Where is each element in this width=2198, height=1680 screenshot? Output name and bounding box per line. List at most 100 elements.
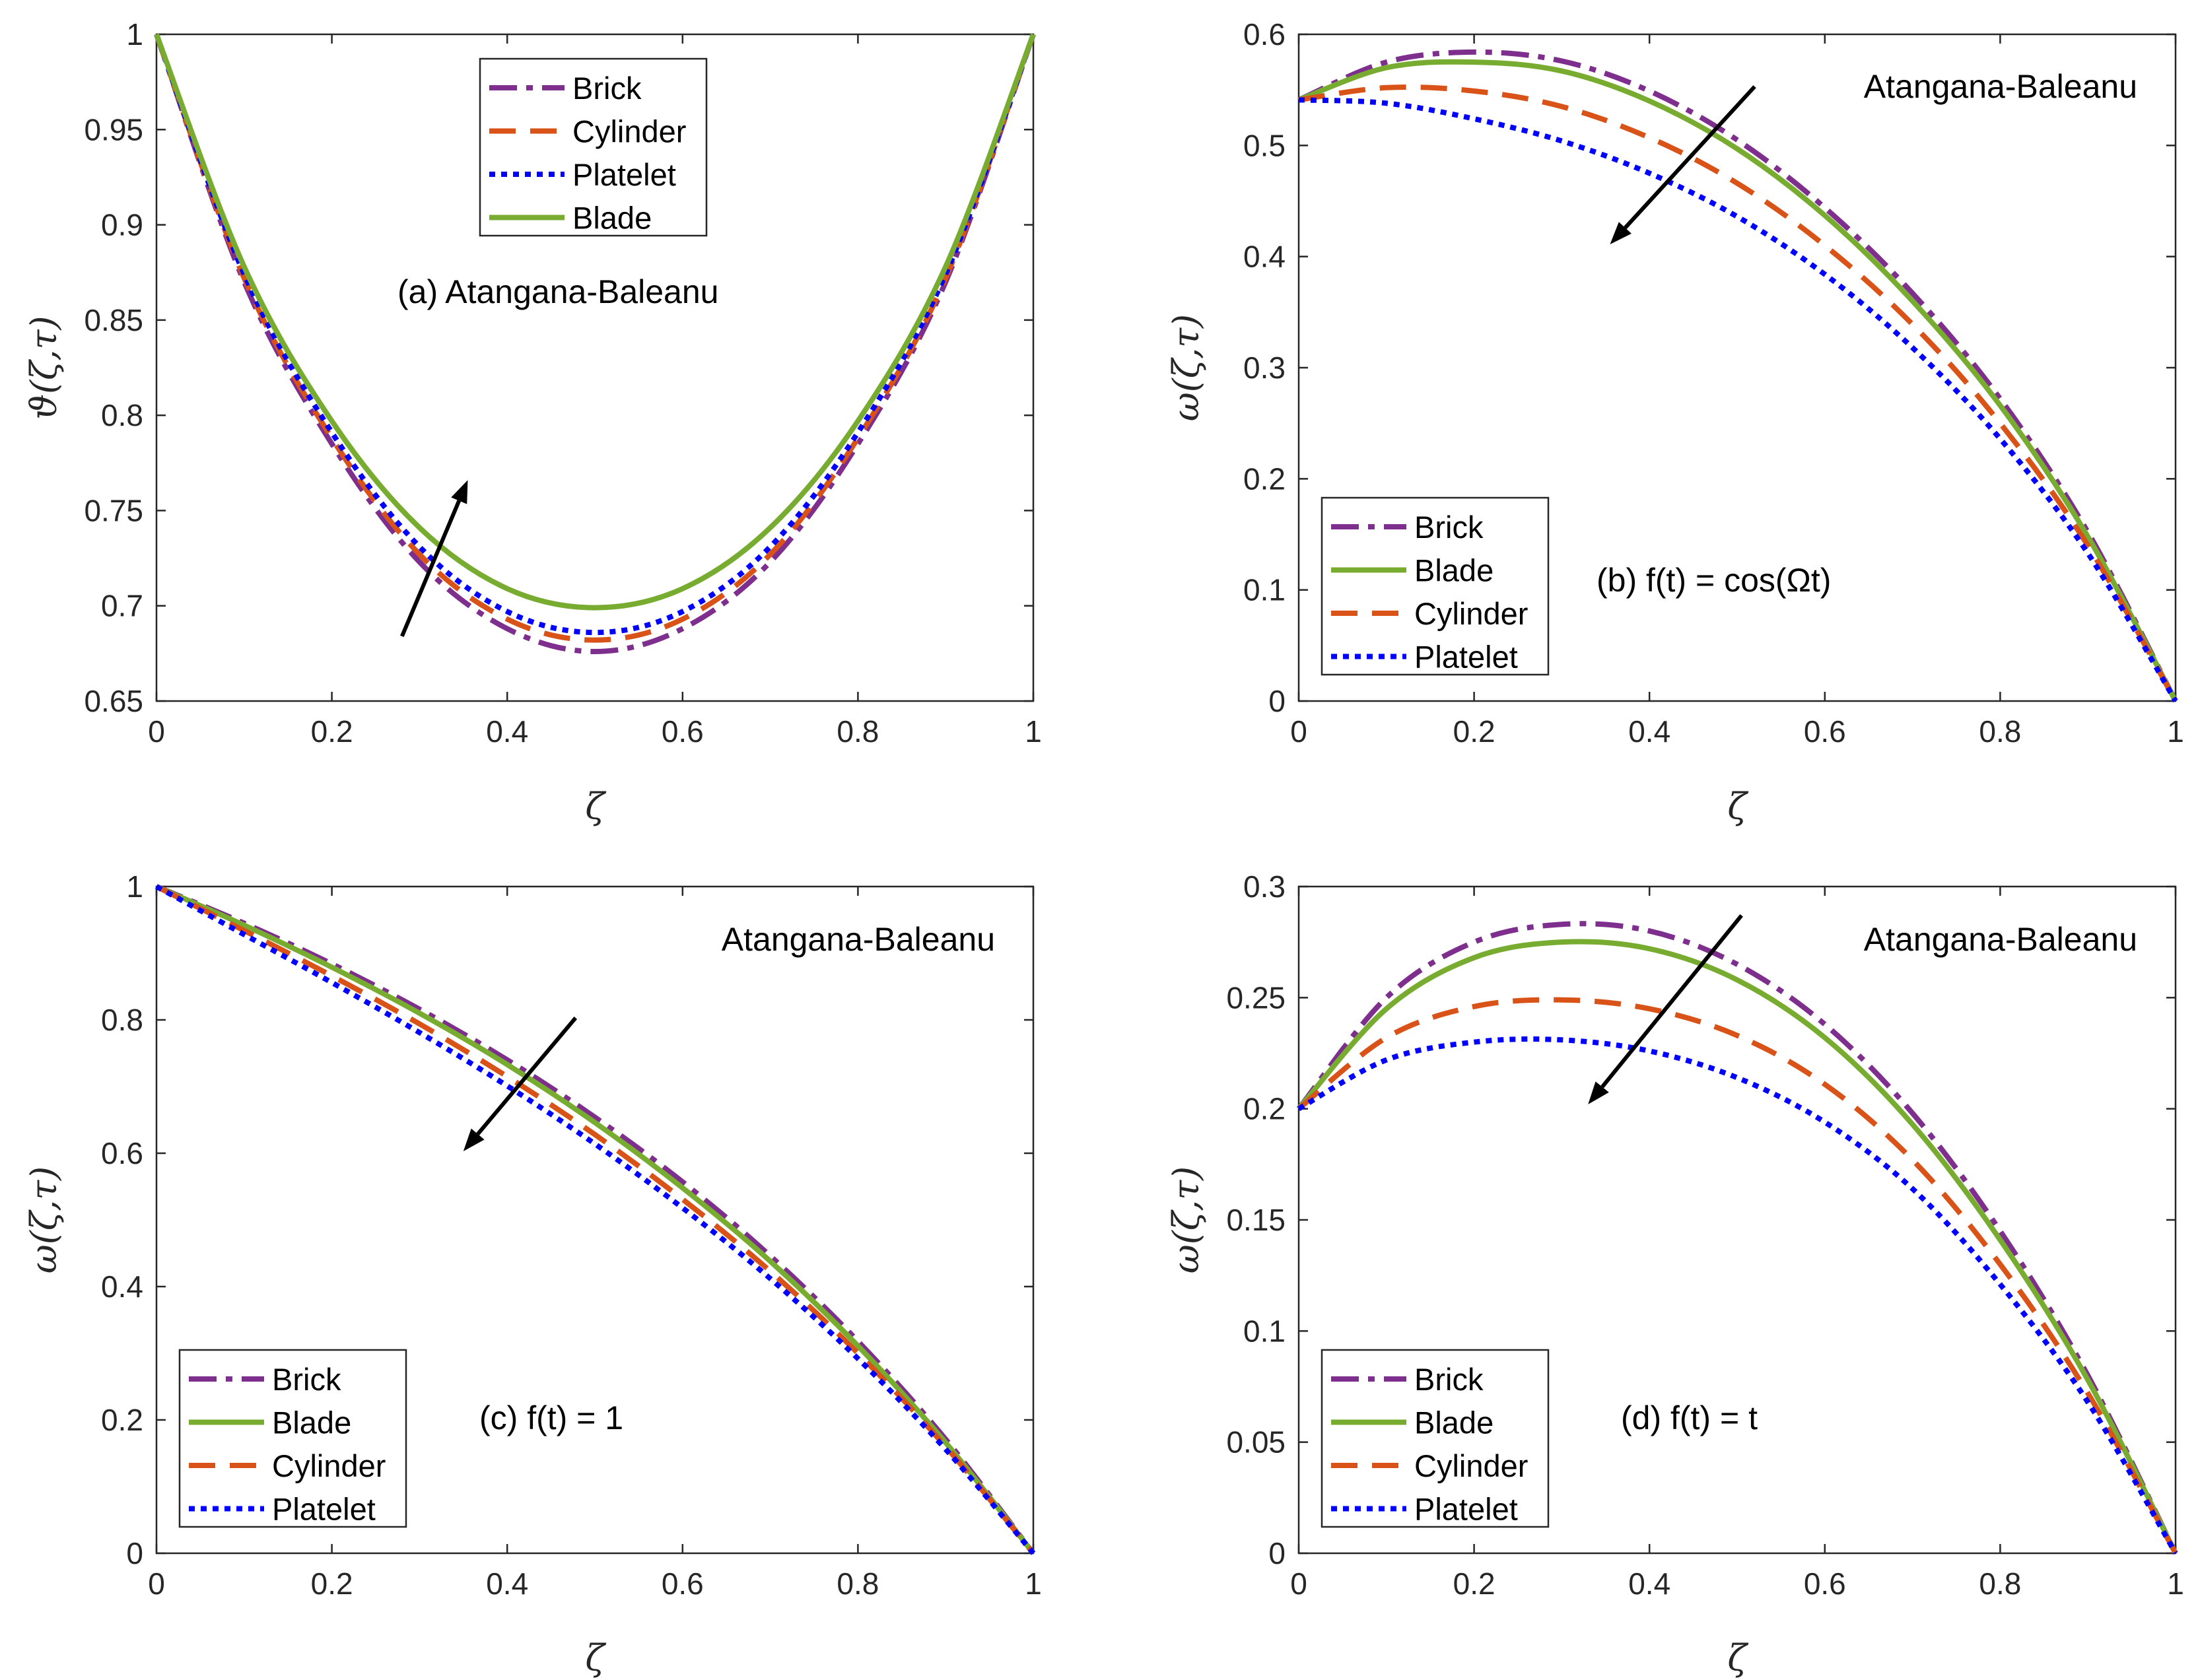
panel-b-y-tick-label: 0.4 [1243,240,1286,274]
panel-b-y-axis-label: ω(ζ,τ) [1165,314,1207,421]
panel-b-y-tick-label: 0.5 [1243,128,1286,162]
panel-a-x-tick-label: 0.6 [662,714,704,749]
panel-a-arrow-head [451,480,468,504]
panel-a-y-tick-label: 0.75 [84,493,143,527]
panel-b-series-platelet [1298,97,2178,703]
panel-d-y-tick-label: 0.25 [1226,980,1286,1015]
panel-b-x-tick-label: 0 [1290,714,1307,749]
panel-d-legend-label-blade: Blade [1414,1405,1494,1440]
panel-a-x-tick-label: 0.2 [311,714,353,749]
panel-d-x-tick-label: 0.4 [1628,1566,1670,1601]
panel-a-series-lines [154,33,1036,654]
panel-b-x-tick-label: 0.4 [1628,714,1670,749]
panel-c-y-tick-label: 0 [126,1536,143,1570]
panel-b-legend-label-blade: Blade [1414,553,1494,588]
panel-d-arrow-head [1588,1081,1609,1104]
panel-b-ticks: 0 0.2 0.4 0.6 0.8 1 0 0.1 0.2 0.3 0.4 0.5 0.6 [1243,17,2184,749]
panel-a-x-tick-label: 0.4 [486,714,528,749]
panel-d-legend-box [1321,1349,1550,1528]
panel-a-legend-box [479,57,708,237]
panel-b-y-tick-label: 0.6 [1243,17,1286,51]
panel-b-legend-label-brick: Brick [1414,510,1484,545]
panel-a-trend-arrow [400,480,468,638]
panel-d-trend-arrow [1588,914,1743,1104]
panel-a-legend-label-cylinder: Cylinder [572,114,686,149]
panel-d-x-tick-label: 0.8 [1979,1566,2021,1601]
panel-b-y-tick-label: 0.2 [1243,461,1286,496]
panel-a-arrow-shaft [400,500,462,638]
panel-b-legend-label-cylinder: Cylinder [1414,596,1528,631]
panel-a-ticks: 0 0.2 0.4 0.6 0.8 1 0.65 0.7 0.75 0.8 0.85 0.9 0.95 1 [84,17,1041,749]
panel-d-y-tick-label: 0.1 [1243,1314,1286,1348]
panel-b-series-blade [1297,59,2178,702]
panel-b-legend: Brick Blade Cylinder Platelet [1321,496,1550,676]
panel-a-legend-label-brick: Brick [572,71,642,106]
panel-a-legend-label-blade: Blade [572,201,652,236]
panel-b-trend-arrow [1610,85,1756,245]
panel-a-y-tick-label: 0.65 [84,684,143,718]
panel-c-title: Atangana-Baleanu [722,921,995,958]
panel-c-legend-label-brick: Brick [272,1362,341,1397]
panel-b-x-tick-label: 0.8 [1979,714,2021,749]
panel-a-series-cylinder [154,33,1036,643]
panel-d-legend-label-brick: Brick [1414,1362,1484,1397]
panel-c-y-tick-label: 0.6 [101,1136,143,1170]
panel-d-x-tick-label: 0.6 [1804,1566,1846,1601]
panel-b-arrow-head [1610,222,1631,245]
panel-a-legend-entries: Brick Cylinder Platelet Blade [489,71,686,236]
panel-d-x-tick-label: 0 [1290,1566,1307,1601]
panel-d-arrow-shaft [1600,914,1743,1089]
panel-a-y-tick-label: 0.95 [84,112,143,147]
panel-b-series-brick [1297,49,2178,702]
panel-b-y-tick-label: 0 [1268,684,1286,718]
panel-c-legend-entries: Brick Blade Cylinder Platelet [189,1362,386,1527]
panel-d-y-tick-label: 0.2 [1243,1092,1286,1126]
panel-d-legend: Brick Blade Cylinder Platelet [1321,1349,1550,1528]
panel-c-legend-label-cylinder: Cylinder [272,1448,386,1483]
panel-c-legend-box [178,1349,407,1528]
panel-c-x-tick-label: 0.6 [662,1566,704,1601]
panel-a-y-tick-label: 0.8 [101,398,143,432]
panel-c-series-blade [155,884,1036,1555]
panel-b-legend-box [1321,496,1550,676]
panel-b-y-tick-label: 0.3 [1243,351,1286,385]
panel-a-series-blade [154,33,1036,611]
panel-d-annotation: (d) f(t) = t [1621,1399,1758,1436]
panel-a-y-tick-label: 1 [126,17,143,51]
panel-d-series-brick [1296,921,2178,1555]
panel-d-series-blade [1296,939,2178,1555]
panel-a-x-tick-label: 1 [1025,714,1042,749]
panel-d-x-tick-label: 1 [2167,1566,2184,1601]
panel-d-ticks: 0 0.2 0.4 0.6 0.8 1 0 0.05 0.1 0.15 0.2 0.25 0.3 [1226,869,2183,1601]
panel-d-y-tick-label: 0 [1268,1536,1286,1570]
panel-d-x-tick-label: 0.2 [1453,1566,1495,1601]
panel-c-x-tick-label: 1 [1025,1566,1042,1601]
panel-d-legend-label-cylinder: Cylinder [1414,1448,1528,1483]
panel-c-y-tick-label: 0.4 [101,1269,143,1304]
panel-b-title: Atangana-Baleanu [1864,68,2137,105]
panel-a-y-tick-label: 0.85 [84,303,143,337]
panel-d: 0 0.2 0.4 0.6 0.8 1 0 0.05 0.1 0.15 0.2 0.25 0.3 ζ ω… [1165,869,2184,1679]
panel-c-x-axis-label: ζ [585,1637,606,1679]
panel-b-x-tick-label: 0.6 [1804,714,1846,749]
panel-d-y-tick-label: 0.15 [1226,1203,1286,1237]
panel-c-arrow-shaft [476,1017,578,1135]
panel-b-legend-label-platelet: Platelet [1414,640,1518,675]
panel-d-title: Atangana-Baleanu [1864,921,2137,958]
panel-b-annotation: (b) f(t) = cos(Ωt) [1597,562,1831,599]
panel-a-y-tick-label: 0.7 [101,589,143,623]
panel-c-annotation: (c) f(t) = 1 [479,1399,623,1436]
panel-d-legend-entries: Brick Blade Cylinder Platelet [1331,1362,1528,1527]
panel-d-x-axis-label: ζ [1727,1637,1748,1679]
panel-c-x-tick-label: 0 [148,1566,165,1601]
panel-b-arrow-shaft [1624,85,1756,230]
panel-c-legend-label-platelet: Platelet [272,1492,376,1527]
panel-a: 0 0.2 0.4 0.6 0.8 1 0.65 0.7 0.75 0.8 0.85 0.9 0.95 1… [23,17,1042,827]
panel-d-series-cylinder [1297,997,2178,1555]
panel-c-x-tick-label: 0.8 [837,1566,879,1601]
panel-c-y-tick-label: 1 [126,869,143,904]
panel-c-legend: Brick Blade Cylinder Platelet [178,1349,407,1528]
panel-a-series-platelet [154,33,1036,636]
panel-a-plot-area [155,33,1035,702]
